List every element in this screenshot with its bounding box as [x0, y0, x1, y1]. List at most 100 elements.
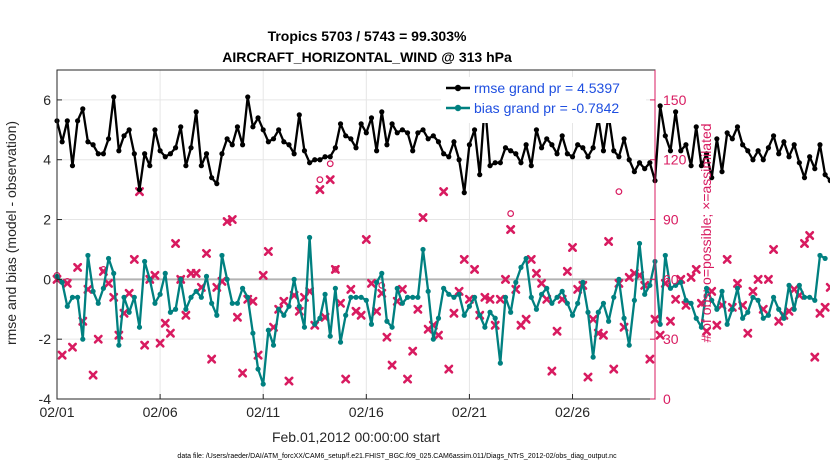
- bias-point: [430, 336, 436, 342]
- rmse-point: [817, 142, 823, 148]
- bias-point: [760, 315, 766, 321]
- obs-assimilated-marker: [769, 244, 779, 254]
- rmse-point: [471, 127, 478, 133]
- rmse-point: [147, 163, 153, 169]
- bias-point: [441, 285, 447, 291]
- bias-point: [755, 297, 761, 303]
- bias-point: [281, 312, 287, 318]
- obs-assimilated-marker: [62, 278, 72, 288]
- bias-point: [776, 306, 782, 312]
- bias-point: [239, 285, 246, 291]
- rmse-point: [611, 148, 617, 154]
- bias-point: [745, 309, 751, 315]
- rmse-point: [497, 160, 503, 166]
- rmse-point: [142, 151, 148, 157]
- obs-assimilated-marker: [150, 270, 160, 280]
- bias-point: [600, 300, 607, 306]
- obs-assimilated-marker: [588, 314, 598, 324]
- obs-assimilated-marker: [232, 312, 242, 322]
- y2-tick-label: 0: [663, 391, 671, 407]
- bias-point: [265, 327, 271, 333]
- rmse-point: [183, 163, 189, 169]
- rmse-point: [554, 151, 560, 157]
- rmse-point: [667, 148, 674, 154]
- footnote: data file: /Users/raeder/DAI/ATM_forcXX/…: [177, 453, 617, 460]
- bias-point: [358, 294, 364, 300]
- bias-point: [786, 282, 792, 288]
- bias-point: [642, 291, 648, 297]
- rmse-point: [729, 136, 735, 142]
- bias-point: [549, 300, 555, 306]
- rmse-point: [296, 112, 302, 118]
- bias-point: [126, 309, 132, 315]
- bias-point: [399, 300, 405, 306]
- x-axis: 02/01 02/06 02/11 02/16 02/21 02/26: [39, 394, 590, 420]
- bias-point: [317, 315, 323, 321]
- bias-point: [384, 318, 390, 324]
- rmse-point: [250, 124, 256, 130]
- obs-assimilated-marker: [784, 306, 794, 316]
- rmse-point: [90, 142, 96, 148]
- obs-assimilated-marker: [665, 316, 675, 326]
- bias-point: [167, 309, 174, 315]
- obs-assimilated-marker: [124, 288, 134, 298]
- rmse-point: [239, 142, 246, 148]
- rmse-point: [564, 151, 570, 157]
- bias-point: [585, 309, 591, 315]
- obs-assimilated-marker: [258, 270, 268, 280]
- y2-axis-label: # of obs: o=possible; ×=assimilated: [698, 123, 714, 342]
- bias-point: [569, 312, 576, 318]
- rmse-point: [317, 157, 323, 163]
- bias-point: [131, 294, 137, 300]
- rmse-point: [255, 115, 261, 121]
- rmse-point: [312, 157, 318, 163]
- bias-point: [538, 291, 545, 297]
- bias-point: [482, 324, 488, 330]
- obs-assimilated-marker: [315, 185, 325, 195]
- legend: rmse grand pr = 4.5397 bias grand pr = -…: [441, 77, 646, 123]
- obs-assimilated-marker: [568, 242, 578, 252]
- rmse-point: [600, 148, 607, 154]
- rmse-point: [95, 151, 101, 157]
- bias-point: [100, 285, 106, 291]
- obs-assimilated-marker: [413, 304, 423, 314]
- rmse-point: [322, 154, 328, 160]
- bias-point: [709, 297, 715, 303]
- bias-point: [301, 324, 308, 330]
- rmse-point: [636, 160, 643, 166]
- obs-assimilated-marker: [155, 338, 165, 348]
- obs-assimilated-marker: [712, 320, 722, 330]
- x-tick-label: 02/11: [246, 404, 280, 420]
- rmse-point: [585, 154, 591, 160]
- rmse-point: [348, 136, 354, 142]
- chart-title: Tropics 5703 / 5743 = 99.303%: [268, 28, 467, 44]
- rmse-point: [750, 157, 756, 163]
- obs-assimilated-marker: [562, 266, 572, 276]
- rmse-point: [786, 154, 792, 160]
- bias-point: [471, 294, 478, 300]
- y2-tick-label: 30: [663, 331, 679, 347]
- bias-point: [812, 297, 818, 303]
- rmse-point: [136, 187, 143, 193]
- rmse-point: [399, 127, 405, 133]
- rmse-point: [508, 148, 514, 154]
- obs-assimilated-marker: [598, 330, 608, 340]
- bias-point: [647, 282, 653, 288]
- bias-point: [276, 306, 282, 312]
- bias-point: [477, 312, 483, 318]
- rmse-point: [590, 145, 596, 151]
- obs-assimilated-marker: [501, 274, 510, 284]
- x-tick-label: 02/16: [349, 404, 384, 420]
- bias-point: [714, 306, 720, 312]
- bias-point: [791, 306, 797, 312]
- rmse-point: [678, 148, 684, 154]
- rmse-point: [260, 127, 266, 133]
- bias-point: [404, 294, 411, 300]
- bias-point: [209, 300, 215, 306]
- rmse-point: [745, 148, 751, 154]
- bias-point: [121, 294, 127, 300]
- obs-assimilated-marker: [418, 213, 428, 223]
- rmse-point: [770, 133, 777, 139]
- obs-assimilated-marker: [526, 254, 536, 264]
- bias-point: [136, 324, 143, 330]
